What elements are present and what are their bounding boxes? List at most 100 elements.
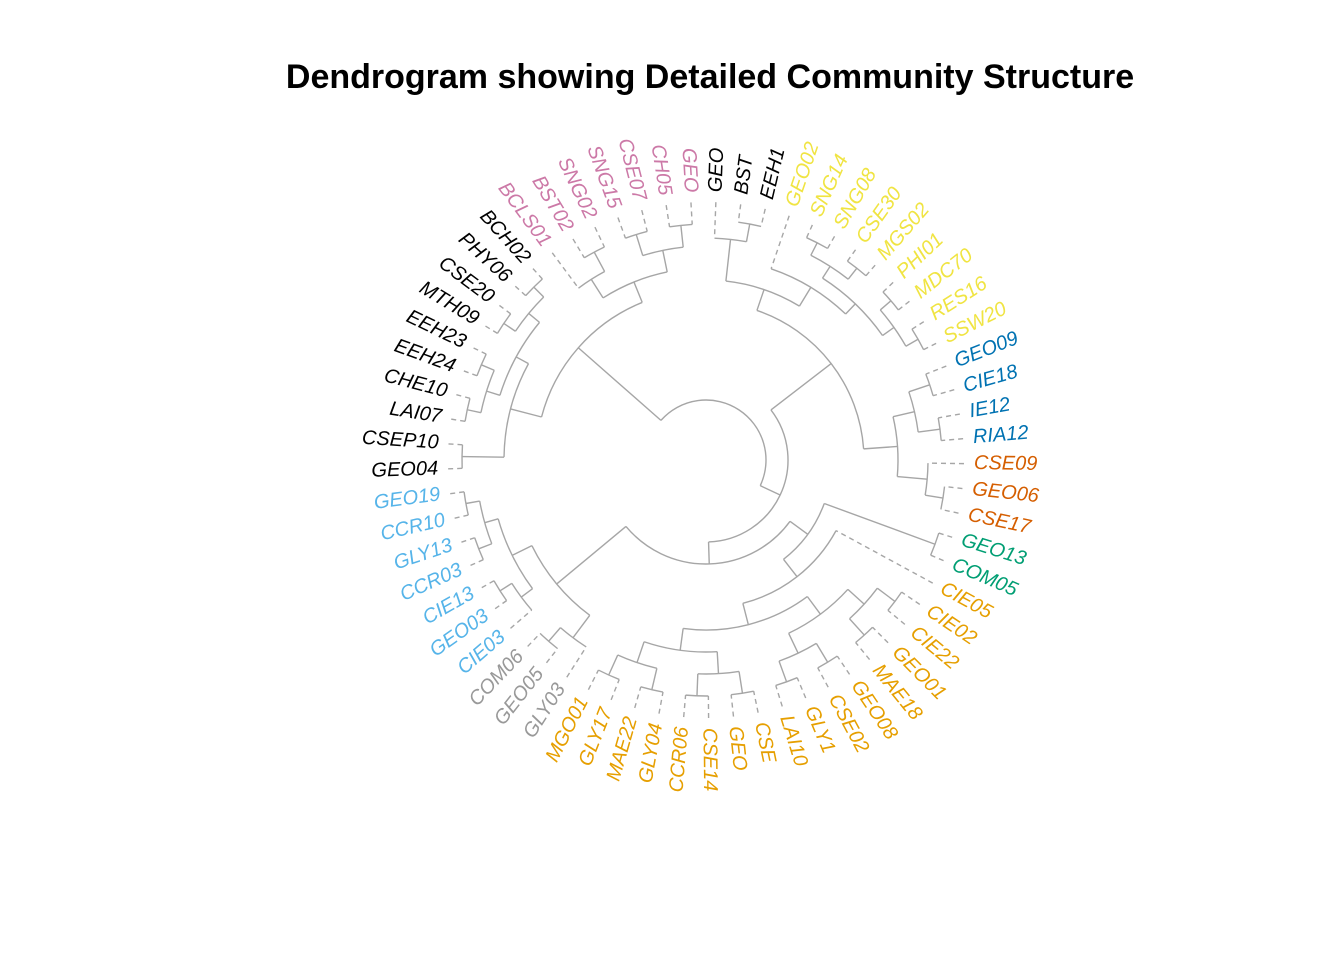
- branch-segment: [892, 411, 915, 418]
- branch-segment: [836, 655, 851, 675]
- branch-arc: [775, 677, 798, 687]
- branch-segment: [528, 312, 540, 323]
- branch-segment: [566, 646, 587, 678]
- branch-segment: [897, 475, 928, 480]
- branch-segment: [533, 286, 545, 298]
- branch-segment: [463, 370, 478, 377]
- branch-segment: [484, 518, 499, 524]
- branch-segment: [617, 217, 627, 239]
- branch-segment: [577, 347, 662, 421]
- branch-segment: [730, 694, 735, 717]
- branch-segment: [548, 627, 561, 642]
- branch-segment: [847, 588, 865, 605]
- branch-arc: [783, 503, 825, 560]
- branch-segment: [810, 242, 818, 256]
- dendrogram-branches: [448, 202, 964, 718]
- branch-segment: [511, 545, 533, 556]
- branch-arc: [738, 221, 762, 228]
- branch-segment: [665, 204, 671, 227]
- branch-segment: [510, 408, 542, 418]
- branch-arc: [464, 398, 471, 422]
- branch-segment: [481, 580, 495, 589]
- branch-segment: [594, 226, 606, 248]
- branch-segment: [882, 281, 894, 293]
- branch-segment: [835, 530, 934, 584]
- branch-segment: [696, 673, 699, 696]
- branch-segment: [680, 225, 684, 248]
- branch-segment: [572, 238, 585, 259]
- branch-segment: [770, 363, 832, 411]
- branch-segment: [527, 632, 541, 647]
- branch-segment: [782, 558, 798, 578]
- branch-segment: [608, 654, 619, 676]
- branch-segment: [925, 494, 944, 499]
- leaf-label: CSE14: [698, 728, 721, 792]
- dendrogram-leaf-labels: GEO19CCR10GLY13CCR03CIE13GEO03CIE03COM06…: [361, 136, 1041, 793]
- leaf-label: GEO: [705, 147, 729, 192]
- branch-segment: [679, 628, 684, 651]
- branch-segment: [944, 485, 963, 490]
- branch-segment: [824, 502, 936, 545]
- branch-segment: [473, 347, 487, 355]
- branch-segment: [593, 251, 606, 272]
- branch-segment: [908, 384, 930, 393]
- branch-segment: [485, 325, 498, 334]
- branch-arc: [669, 223, 693, 228]
- branch-arc: [463, 491, 469, 516]
- branch-segment: [481, 364, 495, 371]
- branch-segment: [796, 677, 807, 699]
- branch-segment: [634, 686, 642, 709]
- branch-arc: [847, 260, 867, 277]
- branch-arc: [925, 373, 934, 396]
- branch-segment: [879, 300, 892, 311]
- branch-segment: [499, 582, 513, 592]
- branch-segment: [775, 685, 783, 707]
- branch-segment: [923, 342, 937, 351]
- branch-segment: [456, 394, 471, 399]
- branch-segment: [610, 679, 620, 701]
- branch-arc: [725, 280, 800, 307]
- branch-segment: [756, 289, 765, 311]
- branch-arc: [625, 230, 648, 239]
- branch-segment: [633, 281, 643, 303]
- leaf-label: GEO06: [971, 478, 1041, 507]
- branch-segment: [901, 591, 921, 605]
- branch-segment: [855, 642, 871, 660]
- branch-segment: [848, 618, 865, 636]
- branch-segment: [865, 264, 876, 277]
- branch-segment: [863, 445, 898, 450]
- branch-segment: [815, 642, 829, 663]
- leaf-label: LAI07: [388, 398, 444, 428]
- branch-segment: [778, 660, 788, 683]
- branch-segment: [742, 603, 750, 625]
- branch-segment: [882, 326, 895, 337]
- branch-segment: [876, 587, 896, 602]
- branch-segment: [941, 438, 964, 442]
- branch-segment: [752, 690, 759, 713]
- branch-segment: [872, 626, 889, 644]
- branch-segment: [911, 321, 925, 330]
- branch-segment: [759, 485, 781, 496]
- branch-arc: [539, 632, 559, 650]
- branch-segment: [587, 669, 600, 690]
- branch-segment: [846, 249, 857, 262]
- branch-segment: [470, 559, 484, 567]
- branch-segment: [788, 632, 799, 654]
- branch-segment: [467, 409, 482, 414]
- branch-arc: [708, 409, 789, 543]
- leaf-label: GEO: [724, 725, 751, 772]
- branch-segment: [635, 234, 644, 256]
- chart-title: Dendrogram showing Detailed Community St…: [285, 58, 1135, 96]
- branch-arc: [908, 391, 919, 433]
- leaf-label: GLY04: [635, 721, 668, 784]
- leaf-label: CCR06: [665, 725, 693, 793]
- leaf-label: CSEP10: [361, 427, 439, 454]
- leaf-label: BST: [730, 153, 757, 196]
- branch-segment: [725, 239, 732, 282]
- branch-segment: [760, 208, 766, 227]
- branch-arc: [817, 655, 838, 669]
- branch-segment: [938, 413, 960, 419]
- branch-segment: [590, 278, 604, 299]
- branch-arc: [560, 627, 587, 648]
